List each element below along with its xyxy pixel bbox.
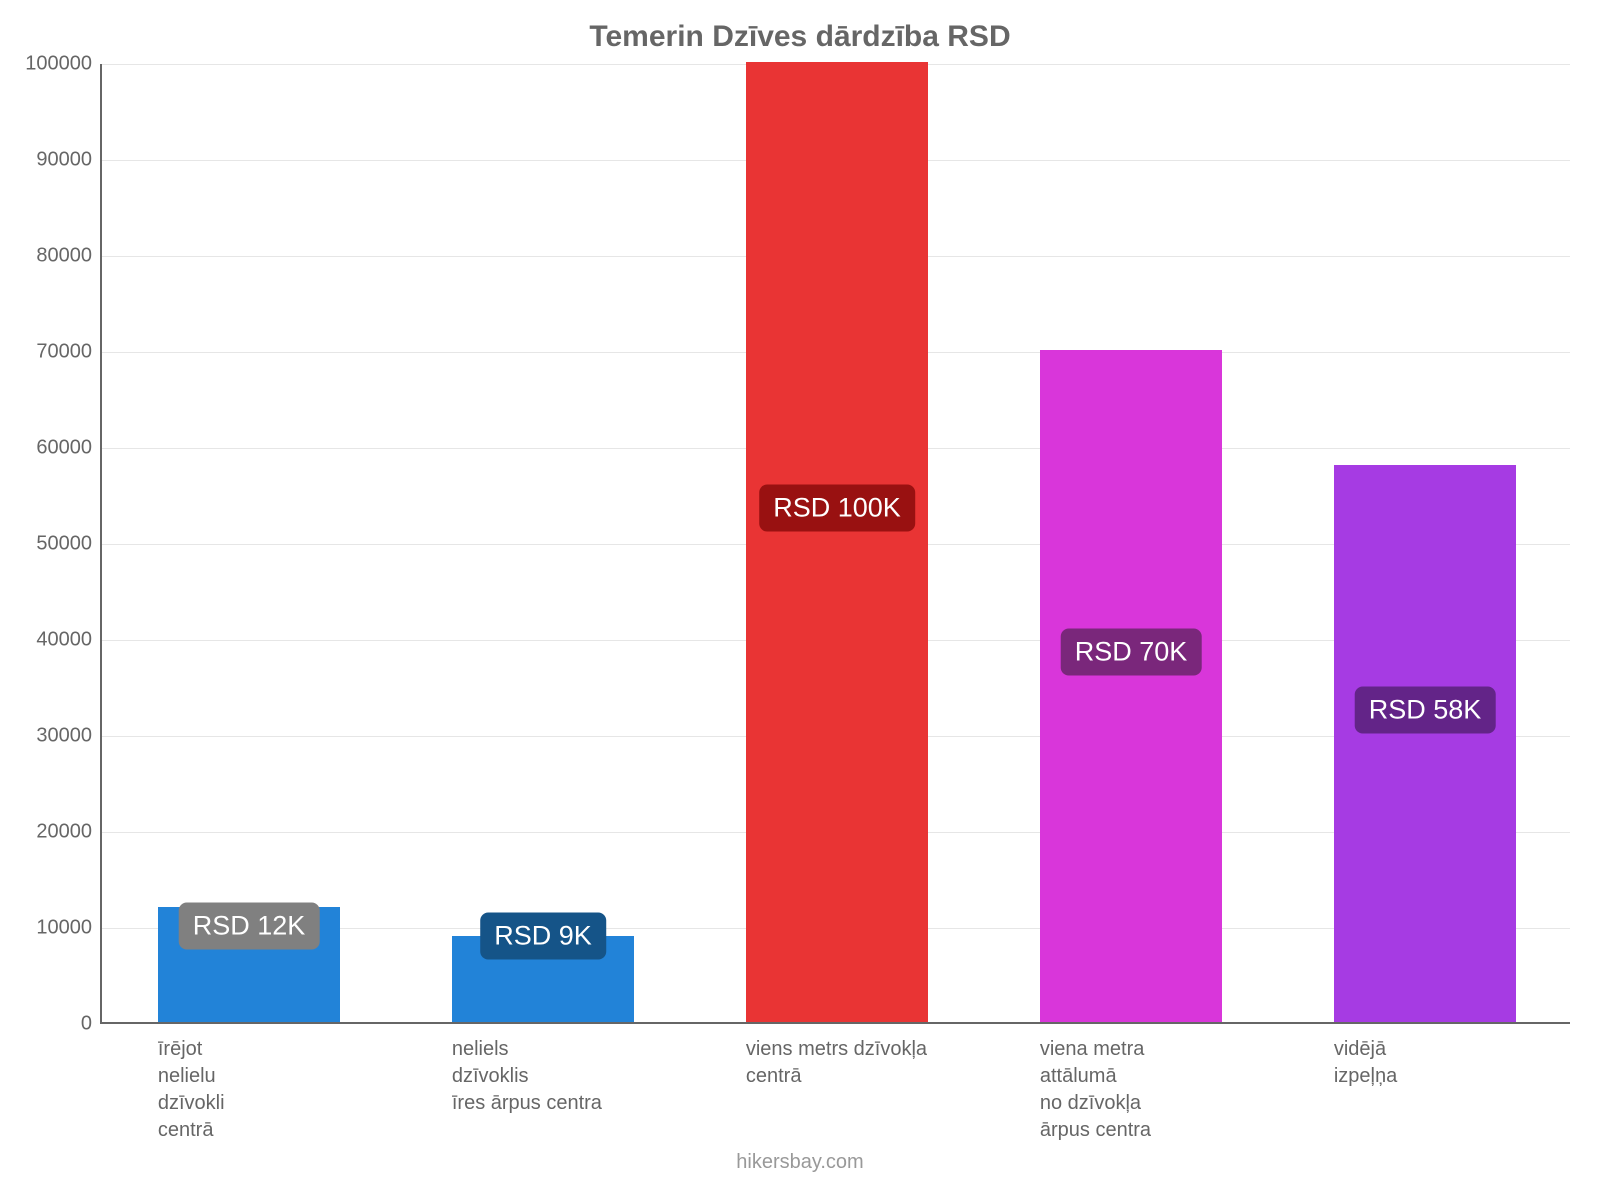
y-tick-label: 0 <box>81 1013 102 1036</box>
y-tick-label: 60000 <box>36 437 102 460</box>
bar: RSD 70K <box>1040 350 1222 1022</box>
bar: RSD 12K <box>158 907 340 1022</box>
bar: RSD 58K <box>1334 465 1516 1022</box>
bar-value-badge: RSD 58K <box>1355 687 1496 734</box>
y-tick-label: 10000 <box>36 917 102 940</box>
y-tick-label: 90000 <box>36 149 102 172</box>
x-category-label: viena metra attālumā no dzīvokļa ārpus c… <box>1040 1022 1222 1144</box>
y-tick-label: 30000 <box>36 725 102 748</box>
chart-attribution: hikersbay.com <box>0 1151 1600 1174</box>
cost-of-living-chart: Temerin Dzīves dārdzība RSD 010000200003… <box>0 0 1600 1200</box>
x-category-label: neliels dzīvoklis īres ārpus centra <box>452 1022 634 1117</box>
bar-value-badge: RSD 100K <box>759 485 915 532</box>
y-tick-label: 50000 <box>36 533 102 556</box>
bar: RSD 100K <box>746 62 928 1022</box>
bar-value-badge: RSD 9K <box>480 912 606 959</box>
bar: RSD 9K <box>452 936 634 1022</box>
y-tick-label: 80000 <box>36 245 102 268</box>
plot-area: 0100002000030000400005000060000700008000… <box>100 64 1570 1024</box>
y-tick-label: 70000 <box>36 341 102 364</box>
chart-title: Temerin Dzīves dārdzība RSD <box>0 20 1600 54</box>
y-tick-label: 100000 <box>25 53 102 76</box>
y-tick-label: 20000 <box>36 821 102 844</box>
y-tick-label: 40000 <box>36 629 102 652</box>
x-category-label: īrējot nelielu dzīvokli centrā <box>158 1022 340 1144</box>
bar-value-badge: RSD 12K <box>179 903 320 950</box>
bar-value-badge: RSD 70K <box>1061 629 1202 676</box>
x-category-label: vidējā izpeļņa <box>1334 1022 1516 1090</box>
x-category-label: viens metrs dzīvokļa centrā <box>746 1022 928 1090</box>
